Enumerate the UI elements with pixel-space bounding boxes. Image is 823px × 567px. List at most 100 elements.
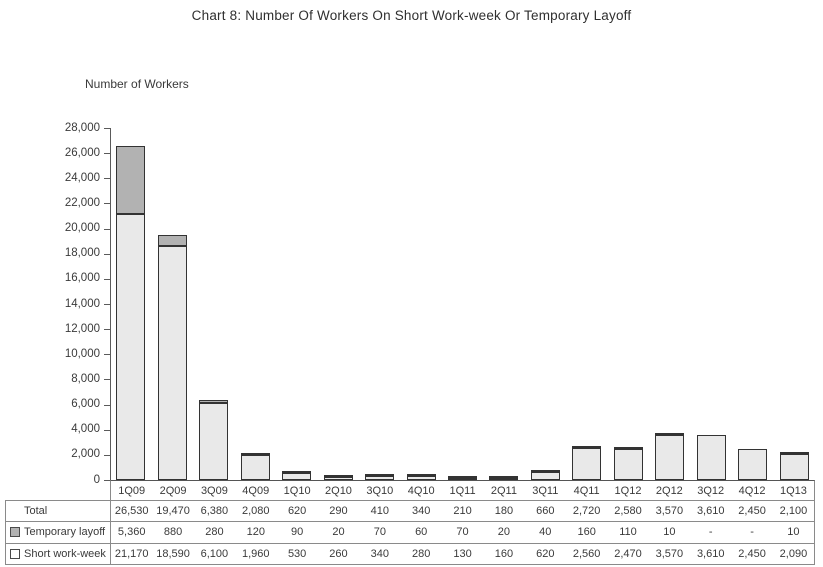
table-value-cell: 410 <box>370 505 390 518</box>
category-label: 1Q11 <box>449 485 476 497</box>
table-value-cell: 2,100 <box>779 505 808 518</box>
category-label: 1Q09 <box>118 485 146 497</box>
bar-segment-temporary-layoff <box>116 146 146 214</box>
y-tick-label: 28,000 <box>64 121 100 134</box>
bar-segment-temporary-layoff <box>365 473 395 476</box>
table-value-cell: 70 <box>456 526 469 539</box>
table-value-cell: 5,360 <box>117 526 146 539</box>
table-value-cell: - <box>750 526 754 539</box>
table-value-cell: 160 <box>494 547 514 560</box>
bar-segment-temporary-layoff <box>157 235 187 247</box>
category-row: 1Q09 2Q09 3Q09 4Q09 1Q10 2Q10 3Q10 4Q10 1Q11 2Q11… <box>110 480 815 501</box>
category-label: 1Q10 <box>283 485 311 497</box>
data-table: Total 26,530 19,470 6,380 2,080 620 290 410 340 2… <box>5 500 815 565</box>
y-tick-label: 4,000 <box>71 423 100 436</box>
y-tick-label: 24,000 <box>64 171 100 184</box>
bar-segment-temporary-layoff <box>406 474 436 477</box>
bar-segment-temporary-layoff <box>613 446 643 449</box>
y-tick-mark <box>104 454 110 456</box>
table-row-total: Total 26,530 19,470 6,380 2,080 620 290 410 340 2… <box>6 501 814 522</box>
category-label: 3Q11 <box>532 485 559 497</box>
bar-segment-short-work-week <box>613 448 643 480</box>
bar-segment-temporary-layoff <box>282 471 312 474</box>
y-tick-label: 14,000 <box>64 297 100 310</box>
row-label-cell-temporary-layoff: Temporary layoff <box>6 522 111 543</box>
table-value-cell: 530 <box>287 547 307 560</box>
table-value-cell: 6,380 <box>200 505 229 518</box>
table-value-cell: - <box>708 526 713 539</box>
category-label: 3Q09 <box>200 485 228 497</box>
table-value-cell: 6,100 <box>200 547 229 560</box>
bar-segment-short-work-week <box>116 213 146 480</box>
table-value-cell: 120 <box>246 526 265 539</box>
table-value-cell: 2,470 <box>614 547 642 560</box>
table-value-cell: 2,450 <box>738 505 766 518</box>
category-label: 3Q12 <box>697 485 725 497</box>
bar-segment-temporary-layoff <box>489 475 519 478</box>
bar-segment-short-work-week <box>779 453 809 480</box>
bar-segment-short-work-week <box>365 475 395 480</box>
table-value-cell: 2,720 <box>572 505 601 518</box>
table-value-cell: 210 <box>453 505 472 518</box>
bar-segment-temporary-layoff <box>779 451 809 454</box>
bar-segment-short-work-week <box>489 477 519 480</box>
category-label: 4Q12 <box>738 485 766 497</box>
y-axis-line <box>110 128 111 481</box>
bar-segment-short-work-week <box>406 476 436 480</box>
bar-segment-short-work-week <box>323 476 353 480</box>
y-tick-label: 12,000 <box>64 322 100 335</box>
table-value-cell: 40 <box>539 526 552 539</box>
bar-segment-temporary-layoff <box>199 399 229 404</box>
table-value-cell: 3,610 <box>696 547 725 560</box>
table-value-cell: 130 <box>453 547 472 560</box>
table-value-cell: 290 <box>329 505 348 518</box>
y-tick-label: 26,000 <box>64 146 100 159</box>
bar-segment-temporary-layoff <box>530 470 560 473</box>
table-value-cell: 340 <box>370 547 390 560</box>
table-value-cell: 280 <box>205 526 224 539</box>
y-tick-label: 20,000 <box>64 222 100 235</box>
row-label-total: Total <box>24 505 48 518</box>
bar-segment-short-work-week <box>696 434 726 480</box>
table-value-cell: 880 <box>163 526 183 539</box>
bar-segment-short-work-week <box>240 455 270 480</box>
category-label: 2Q11 <box>490 485 517 497</box>
category-label: 2Q09 <box>159 485 187 497</box>
bar-segment-short-work-week <box>572 447 602 480</box>
table-row-temporary-layoff: Temporary layoff 5,360 880 280 120 90 20 70 60 70… <box>6 521 814 543</box>
y-tick-label: 18,000 <box>64 247 100 260</box>
bar-segment-short-work-week <box>530 472 560 480</box>
table-value-cell: 180 <box>494 505 514 518</box>
table-value-cell: 90 <box>290 526 304 539</box>
table-value-cell: 3,610 <box>696 505 725 518</box>
row-label-cell-total: Total <box>6 501 111 522</box>
category-label: 4Q11 <box>573 485 600 497</box>
y-tick-label: 2,000 <box>71 448 100 461</box>
table-value-cell: 60 <box>415 526 428 539</box>
table-value-cell: 70 <box>373 526 386 539</box>
y-tick-mark <box>104 429 110 431</box>
category-label: 3Q10 <box>366 485 394 497</box>
legend-swatch-short-work-week <box>10 548 20 559</box>
category-label: 2Q12 <box>655 485 683 497</box>
table-value-cell: 10 <box>787 526 800 539</box>
legend-swatch-temporary-layoff <box>10 527 20 538</box>
category-label: 4Q09 <box>242 485 270 497</box>
bar-segment-temporary-layoff <box>655 433 685 436</box>
y-tick-mark <box>104 304 110 305</box>
bar-segment-temporary-layoff <box>448 476 477 478</box>
y-tick-label: 22,000 <box>64 196 100 209</box>
row-label-short-work-week: Short work-week <box>24 547 106 560</box>
y-tick-label: 0 <box>93 473 100 486</box>
table-value-cell: 340 <box>412 505 431 518</box>
table-value-cell: 280 <box>412 547 431 560</box>
table-value-cell: 110 <box>619 526 637 539</box>
y-tick-mark <box>104 379 110 381</box>
y-tick-mark <box>104 480 110 481</box>
table-value-cell: 260 <box>329 547 348 560</box>
y-tick-mark <box>104 228 110 230</box>
table-value-cell: 20 <box>332 526 345 539</box>
table-value-cell: 3,570 <box>655 547 684 560</box>
y-tick-label: 10,000 <box>64 347 100 360</box>
